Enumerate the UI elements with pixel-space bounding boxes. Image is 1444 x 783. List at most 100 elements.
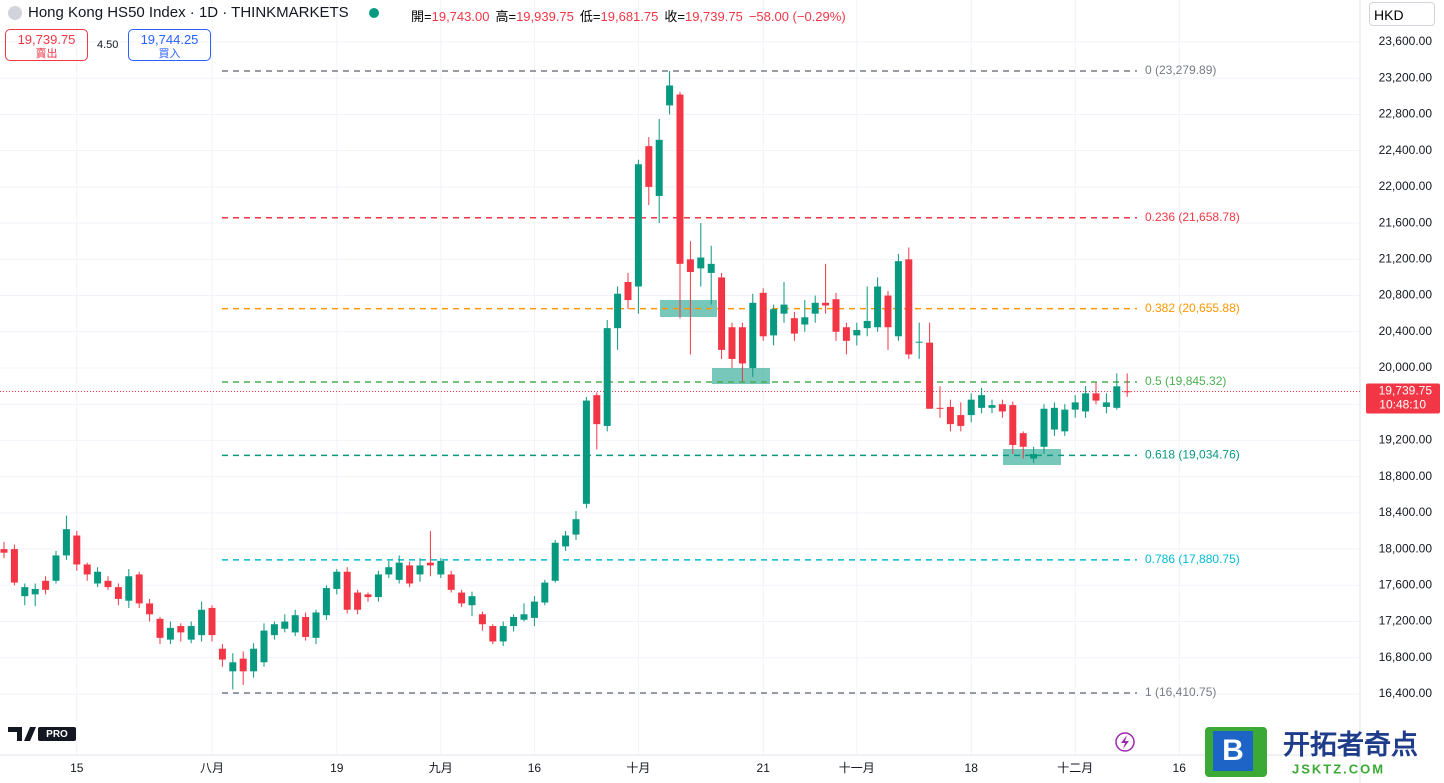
- lightning-icon[interactable]: [1115, 732, 1135, 752]
- candle-body: [863, 320, 871, 329]
- candle-body: [1102, 402, 1110, 407]
- candle: [239, 651, 247, 685]
- candle: [614, 286, 622, 350]
- candle: [894, 253, 902, 341]
- currency-select[interactable]: HKD: [1369, 2, 1435, 26]
- candle-body: [1040, 408, 1048, 447]
- y-tick-label: 22,400.00: [1379, 143, 1433, 157]
- zone: [712, 368, 770, 384]
- candle-body: [0, 549, 8, 553]
- y-tick-label: 19,200.00: [1379, 433, 1433, 447]
- candle: [135, 571, 143, 608]
- candle-body: [374, 574, 382, 598]
- candle: [52, 550, 60, 584]
- candle: [676, 91, 684, 319]
- y-tick-label: 22,000.00: [1379, 179, 1433, 193]
- candle: [822, 263, 830, 314]
- candle: [374, 570, 382, 602]
- candle: [333, 569, 341, 595]
- candle: [1092, 382, 1100, 405]
- candle-body: [801, 317, 809, 325]
- ohlc-label: 高: [495, 9, 509, 24]
- candle: [718, 272, 726, 359]
- candle: [1113, 373, 1121, 410]
- candle-body: [354, 592, 362, 610]
- ohlc-value: 19,939.75: [516, 9, 574, 24]
- status-dot: [368, 7, 379, 18]
- candle: [530, 596, 538, 627]
- watermark-title: 开拓者奇点: [1283, 730, 1418, 760]
- candle-body: [541, 582, 549, 603]
- candle-body: [697, 257, 705, 269]
- candle-body: [530, 601, 538, 618]
- candle: [478, 611, 486, 631]
- candle-body: [198, 609, 206, 636]
- candle: [177, 623, 185, 642]
- candle: [322, 585, 330, 620]
- ohlc: 開=19,743.00 高=19,939.75 低=19,681.75 收=19,73…: [411, 9, 846, 24]
- y-tick-label: 20,800.00: [1379, 288, 1433, 302]
- candle-body: [73, 535, 81, 565]
- candle-body: [187, 626, 195, 640]
- candle-body: [770, 309, 778, 336]
- candle-body: [936, 407, 944, 409]
- candle: [842, 322, 850, 355]
- candle: [967, 393, 975, 423]
- buy-button[interactable]: 19,744.25 買入: [128, 29, 211, 61]
- candle: [489, 624, 497, 645]
- candle-body: [676, 94, 684, 264]
- watermark-url: JSKTZ.COM: [1292, 761, 1385, 776]
- candle-body: [1082, 393, 1090, 412]
- candle-body: [114, 587, 122, 599]
- candle: [83, 562, 91, 581]
- candle: [853, 322, 861, 346]
- candle-body: [842, 327, 850, 341]
- candle: [395, 555, 403, 584]
- change: −58.00 (−0.29%): [748, 9, 846, 24]
- candle: [0, 541, 8, 559]
- candle-body: [458, 592, 466, 604]
- candle-body: [31, 588, 39, 595]
- candle-body: [510, 617, 518, 627]
- candle: [198, 601, 206, 642]
- candle: [208, 605, 216, 642]
- candle: [790, 311, 798, 341]
- candle: [562, 530, 570, 551]
- candle-body: [1123, 391, 1131, 393]
- candle: [468, 591, 476, 617]
- y-tick-label: 17,600.00: [1379, 577, 1433, 591]
- ohlc-value: 19,681.75: [600, 9, 659, 24]
- ohlc-value: 19,743.00: [431, 9, 490, 24]
- candle-body: [978, 395, 986, 408]
- y-tick-label: 18,400.00: [1379, 505, 1433, 519]
- fib-label: 0.236 (21,658.78): [1145, 210, 1240, 224]
- candle: [250, 643, 258, 678]
- sell-button[interactable]: 19,739.75 賣出: [5, 29, 88, 61]
- candle-body: [489, 626, 497, 642]
- fib-label: 0.382 (20,655.88): [1145, 301, 1240, 315]
- candle: [707, 245, 715, 305]
- candle: [624, 272, 632, 310]
- candle-body: [811, 302, 819, 314]
- candle-body: [125, 576, 133, 601]
- candle: [426, 530, 434, 577]
- candle-body: [738, 327, 746, 364]
- candle: [10, 544, 18, 586]
- candle-body: [603, 328, 611, 426]
- candle-body: [624, 281, 632, 301]
- candle-body: [1009, 405, 1017, 445]
- x-tick-label: 16: [528, 761, 542, 775]
- candle: [780, 281, 788, 323]
- candle: [988, 399, 996, 414]
- candle-body: [998, 404, 1006, 412]
- candle: [1071, 395, 1079, 418]
- candle: [957, 402, 965, 432]
- candle: [166, 621, 174, 645]
- candle: [1009, 401, 1017, 455]
- watermark: B 开拓者奇点 JSKTZ.COM: [1205, 727, 1418, 777]
- title[interactable]: Hong Kong HS50 Index · 1D · THINKMARKETS: [28, 4, 349, 21]
- y-tick-label: 16,800.00: [1379, 650, 1433, 664]
- y-tick-label: 16,400.00: [1379, 686, 1433, 700]
- candle-body: [447, 574, 455, 590]
